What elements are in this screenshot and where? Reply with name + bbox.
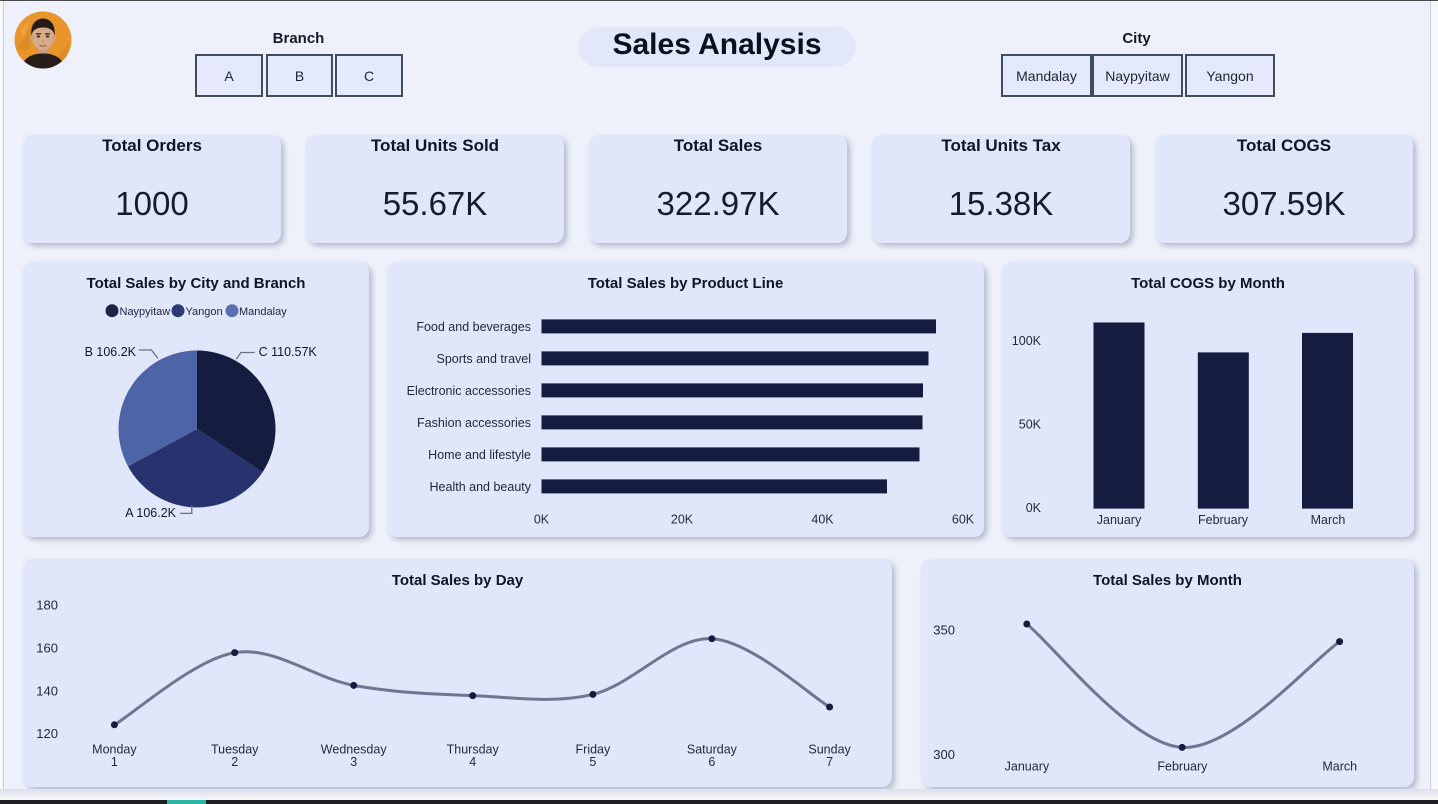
- svg-text:Naypyitaw: Naypyitaw: [120, 306, 171, 318]
- svg-text:6: 6: [708, 755, 715, 769]
- svg-text:March: March: [1322, 760, 1357, 774]
- svg-text:Fashion accessories: Fashion accessories: [417, 416, 531, 430]
- svg-text:Sports and travel: Sports and travel: [437, 352, 532, 366]
- svg-text:Food and beverages: Food and beverages: [416, 320, 531, 334]
- svg-text:A 106.2K: A 106.2K: [125, 506, 176, 520]
- svg-text:180: 180: [36, 598, 58, 613]
- svg-text:100K: 100K: [1012, 334, 1042, 348]
- svg-text:Thursday: Thursday: [447, 743, 500, 757]
- svg-text:2: 2: [231, 755, 238, 769]
- svg-text:Saturday: Saturday: [687, 743, 738, 757]
- svg-text:0K: 0K: [534, 513, 550, 527]
- svg-text:January: January: [1005, 760, 1050, 774]
- svg-text:January: January: [1097, 513, 1142, 527]
- svg-text:60K: 60K: [952, 513, 975, 527]
- svg-text:Health and beauty: Health and beauty: [430, 480, 532, 494]
- svg-text:Mandalay: Mandalay: [239, 306, 287, 318]
- svg-text:4: 4: [469, 755, 476, 769]
- svg-text:1: 1: [111, 755, 118, 769]
- svg-text:February: February: [1198, 513, 1249, 527]
- svg-text:February: February: [1157, 760, 1208, 774]
- svg-text:Tuesday: Tuesday: [211, 743, 259, 757]
- svg-text:Home and lifestyle: Home and lifestyle: [428, 448, 531, 462]
- svg-text:Sunday: Sunday: [808, 743, 851, 757]
- svg-text:0K: 0K: [1026, 501, 1042, 515]
- svg-text:120: 120: [36, 726, 58, 741]
- svg-text:Yangon: Yangon: [186, 306, 223, 318]
- svg-text:350: 350: [933, 623, 955, 638]
- svg-text:50K: 50K: [1019, 418, 1042, 432]
- svg-text:20K: 20K: [671, 513, 694, 527]
- svg-text:300: 300: [933, 747, 955, 762]
- svg-text:B 106.2K: B 106.2K: [85, 345, 137, 359]
- svg-text:40K: 40K: [811, 513, 834, 527]
- svg-text:7: 7: [826, 755, 833, 769]
- svg-text:March: March: [1311, 513, 1346, 527]
- svg-text:160: 160: [36, 641, 58, 656]
- svg-text:5: 5: [589, 755, 596, 769]
- svg-text:140: 140: [36, 683, 58, 698]
- svg-text:3: 3: [350, 755, 357, 769]
- svg-text:Monday: Monday: [92, 743, 137, 757]
- svg-text:C 110.57K: C 110.57K: [259, 345, 318, 359]
- svg-text:Electronic accessories: Electronic accessories: [407, 384, 531, 398]
- svg-text:Friday: Friday: [576, 743, 611, 757]
- svg-text:Wednesday: Wednesday: [321, 743, 388, 757]
